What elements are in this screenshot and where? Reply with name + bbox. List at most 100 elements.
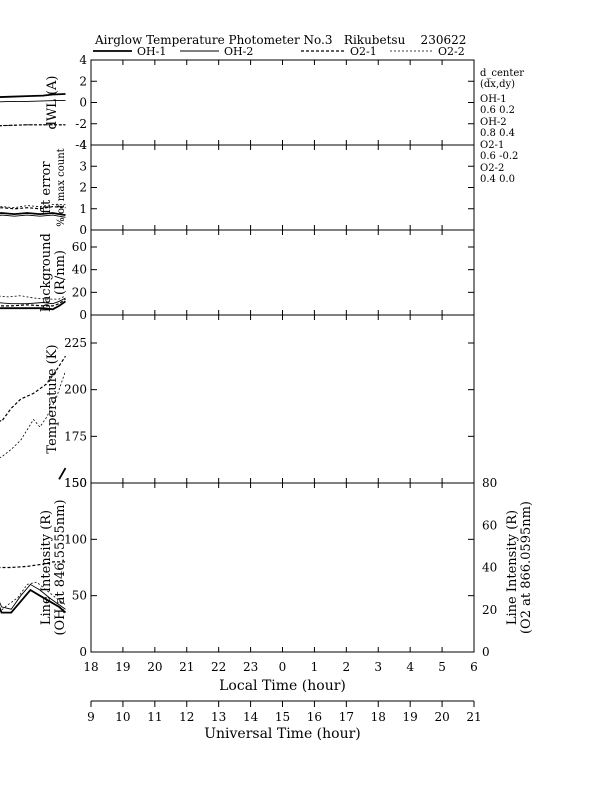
xtick-label-local: 19 [115, 660, 130, 674]
xtick-label-local: 22 [211, 660, 226, 674]
ylabel-right-int: Line Intensity (R) [505, 510, 520, 625]
annotation-9: 0.4 0.0 [480, 174, 515, 185]
series-fit-oh-2 [0, 214, 66, 218]
xtick-label-universal: 11 [147, 710, 162, 724]
series-dwl-oh-1 [0, 93, 66, 98]
ylabel-temp: Temperature (K) [45, 344, 60, 453]
ytick-right-label-int: 0 [482, 645, 490, 659]
panels: -4 -2 0 2 4 dWL (A) d_center(dx,dy) OH-10.6 0.2… [0, 53, 534, 659]
xtick-label-universal: 10 [115, 710, 130, 724]
panel-frame-temp [90, 314, 475, 484]
annotation-1: (dx,dy) [480, 79, 515, 90]
xtick-label-local: 21 [179, 660, 194, 674]
ytick-label-int: 100 [64, 532, 87, 546]
ytick-label-bg: 60 [72, 240, 87, 254]
series-int-oh-2 [0, 583, 66, 610]
panel-frame-int [90, 482, 475, 653]
ylabel2-fit: % of max count [56, 148, 67, 226]
ytick-label-int: 50 [72, 589, 87, 603]
ytick-label-fit: 1 [79, 202, 87, 216]
ytick-right-label-int: 60 [482, 518, 497, 532]
xlabel-universal: Universal Time (hour) [204, 726, 361, 742]
ytick-label-temp: 225 [64, 336, 87, 350]
ytick-right-label-int: 20 [482, 603, 497, 617]
ytick-label-fit: 3 [79, 159, 87, 173]
ytick-label-temp: 175 [64, 429, 87, 443]
annotation-3: 0.6 0.2 [480, 105, 515, 116]
ytick-label-fit: 0 [79, 223, 87, 237]
series-temp-o2-1 [0, 355, 67, 423]
ylabel-fit: fit error [39, 161, 54, 214]
series-bg-o2-1 [0, 298, 66, 307]
annotation-7: 0.6 -0.2 [480, 151, 518, 162]
xtick-label-universal: 18 [371, 710, 386, 724]
xtick-label-universal: 9 [87, 710, 95, 724]
ytick-label-bg: 20 [72, 285, 87, 299]
ytick-label-int: 150 [64, 476, 87, 490]
legend-label-o2-1: O2-1 [350, 45, 377, 58]
xtick-label-local: 1 [311, 660, 319, 674]
annotation-5: 0.8 0.4 [480, 128, 515, 139]
xtick-label-local: 5 [438, 660, 446, 674]
legend-label-oh-1: OH-1 [137, 45, 166, 58]
xtick-label-local: 6 [470, 660, 478, 674]
xtick-label-universal: 17 [339, 710, 354, 724]
annotation-8: O2-2 [480, 163, 504, 174]
panel-frame-dwl [90, 59, 475, 146]
xlabel-local: Local Time (hour) [219, 678, 346, 694]
xtick-label-local: 3 [374, 660, 382, 674]
ylabel-bg: background [39, 233, 54, 312]
ytick-label-temp: 200 [64, 383, 87, 397]
xtick-label-universal: 20 [434, 710, 449, 724]
ytick-label-fit: 4 [79, 138, 87, 152]
series-int-oh-1 [0, 588, 67, 614]
xtick-label-universal: 15 [275, 710, 290, 724]
xtick-label-universal: 21 [466, 710, 481, 724]
panel-frame-bg [90, 229, 475, 316]
series-dwl-oh-2 [0, 99, 66, 103]
panel-frame-fit [90, 144, 475, 231]
xtick-label-universal: 12 [179, 710, 194, 724]
ylabel-int: Line Intensity (R) [39, 510, 54, 625]
ytick-label-temp: 150 [64, 476, 87, 490]
ytick-label-dwl: 2 [79, 74, 87, 88]
xtick-label-universal: 14 [243, 710, 259, 724]
xtick-label-local: 20 [147, 660, 162, 674]
legend-label-oh-2: OH-2 [224, 45, 253, 58]
annotation-2: OH-1 [480, 94, 507, 105]
series-int-o2-1 [0, 561, 66, 569]
ytick-label-dwl: 4 [79, 53, 87, 67]
ytick-label-bg: 0 [79, 308, 87, 322]
xtick-label-local: 2 [343, 660, 351, 674]
series-temp-oh-1 [58, 467, 67, 480]
series-temp-o2-2 [0, 370, 66, 459]
series-bg-oh-2 [0, 297, 66, 305]
ytick-label-dwl: 0 [79, 96, 87, 110]
annotation-0: d_center [480, 68, 524, 79]
ylabel2-int: (OH at 846.5555nm) [53, 499, 68, 635]
legend-label-o2-2: O2-2 [438, 45, 465, 58]
series-fit-o2-2 [0, 204, 66, 209]
ytick-label-fit: 2 [79, 181, 87, 195]
series-fit-oh-1 [0, 212, 66, 216]
panel-temp: 150 175 200 225 Temperature (K) [0, 314, 475, 490]
xtick-label-universal: 16 [307, 710, 322, 724]
ytick-right-label-int: 80 [482, 476, 497, 490]
ytick-right-label-int: 40 [482, 561, 497, 575]
panel-fit: 0 1 2 3 4 fit error% of max count [0, 138, 475, 237]
annotation-6: O2-1 [480, 140, 504, 151]
annotation-4: OH-2 [480, 117, 507, 128]
xtick-label-local: 0 [279, 660, 287, 674]
xtick-label-local: 18 [83, 660, 98, 674]
ylabel-right2-int: (O2 at 866.0595nm) [519, 501, 534, 634]
ytick-label-int: 0 [79, 645, 87, 659]
xtick-label-local: 4 [406, 660, 414, 674]
xtick-label-local: 23 [243, 660, 258, 674]
ytick-label-dwl: -4 [75, 138, 87, 152]
chart-title: Airglow Temperature Photometer No.3 Riku… [94, 33, 466, 47]
ytick-label-bg: 40 [72, 263, 87, 277]
legend: OH-1 OH-2 O2-1 O2-2 [93, 45, 465, 58]
